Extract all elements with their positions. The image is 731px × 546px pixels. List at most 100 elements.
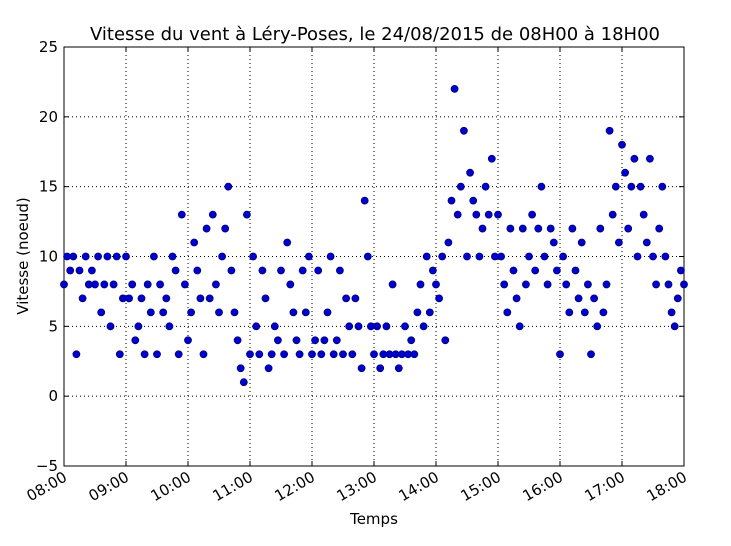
point (69, 252, 78, 261)
x-tick-label: 16:00 (520, 468, 566, 505)
point (571, 266, 580, 275)
point (159, 308, 168, 317)
point (326, 252, 335, 261)
point (410, 350, 419, 359)
point (246, 350, 254, 359)
point (667, 308, 676, 317)
point (140, 350, 149, 359)
point (472, 210, 481, 219)
point (568, 224, 577, 233)
point (636, 182, 645, 191)
point (128, 280, 137, 289)
point (432, 280, 440, 289)
point (611, 182, 620, 191)
point (370, 350, 378, 359)
point (329, 350, 338, 359)
point (292, 336, 301, 345)
point (463, 252, 471, 261)
point (311, 336, 320, 345)
point (382, 322, 391, 331)
point (218, 252, 227, 261)
x-tick-label: 18:00 (644, 468, 690, 505)
point (258, 266, 267, 275)
point (590, 294, 598, 303)
point (618, 140, 626, 149)
point (168, 252, 177, 261)
point (670, 322, 679, 331)
point (227, 266, 236, 275)
point (239, 378, 248, 387)
point (354, 322, 363, 331)
point (401, 322, 409, 331)
point (78, 294, 87, 303)
point (528, 210, 536, 219)
point (664, 280, 673, 289)
point (661, 252, 670, 261)
point (602, 280, 611, 289)
point (543, 280, 552, 289)
point (565, 308, 574, 317)
point (199, 350, 208, 359)
point (320, 336, 329, 345)
point (236, 364, 245, 373)
y-axis-label: Vitesse (noeud) (14, 197, 32, 314)
point (332, 336, 341, 345)
point (215, 308, 223, 317)
point (680, 280, 688, 289)
point (534, 224, 543, 233)
point (171, 266, 180, 275)
point (605, 126, 614, 135)
point (60, 280, 68, 289)
point (184, 336, 192, 345)
point (205, 294, 214, 303)
point (546, 224, 555, 233)
point (283, 238, 292, 247)
point (314, 266, 323, 275)
point (103, 252, 112, 261)
point (273, 336, 282, 345)
point (345, 322, 354, 331)
point (416, 280, 425, 289)
point (100, 280, 109, 289)
x-tick-label: 11:00 (210, 468, 256, 505)
y-tick-label: −5 (36, 457, 58, 475)
y-tick-label: 10 (39, 248, 58, 266)
point (419, 322, 428, 331)
x-tick-label: 14:00 (396, 468, 442, 505)
point (94, 252, 102, 261)
point (596, 224, 605, 233)
point (413, 308, 422, 317)
point (447, 196, 456, 205)
point (428, 266, 437, 275)
point (388, 280, 397, 289)
point (515, 322, 524, 331)
point (91, 280, 99, 289)
point (242, 210, 251, 219)
point (264, 364, 273, 373)
point (125, 294, 134, 303)
point (407, 336, 416, 345)
point (348, 350, 357, 359)
point (286, 280, 295, 289)
point (289, 308, 298, 317)
point (394, 364, 403, 373)
point (438, 252, 447, 261)
point (75, 266, 84, 275)
point (562, 280, 571, 289)
point (456, 182, 465, 191)
point (506, 224, 515, 233)
point (580, 308, 589, 317)
point (66, 266, 75, 275)
point (221, 224, 230, 233)
y-tick-label: 25 (39, 38, 58, 56)
point (106, 322, 115, 331)
point (376, 364, 385, 373)
point (500, 280, 509, 289)
point (574, 294, 583, 303)
point (162, 294, 171, 303)
point (149, 252, 158, 261)
point (553, 266, 561, 275)
point (252, 322, 261, 331)
point (481, 182, 490, 191)
